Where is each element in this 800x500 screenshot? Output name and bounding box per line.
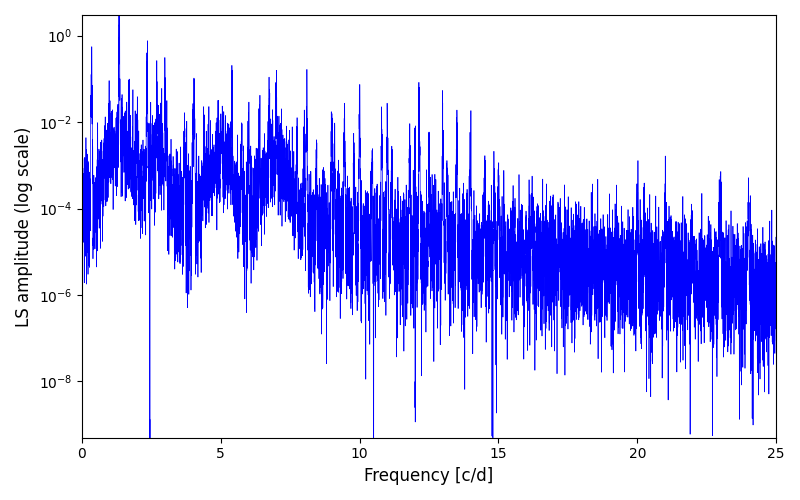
X-axis label: Frequency [c/d]: Frequency [c/d] [364, 467, 494, 485]
Y-axis label: LS amplitude (log scale): LS amplitude (log scale) [15, 126, 33, 326]
